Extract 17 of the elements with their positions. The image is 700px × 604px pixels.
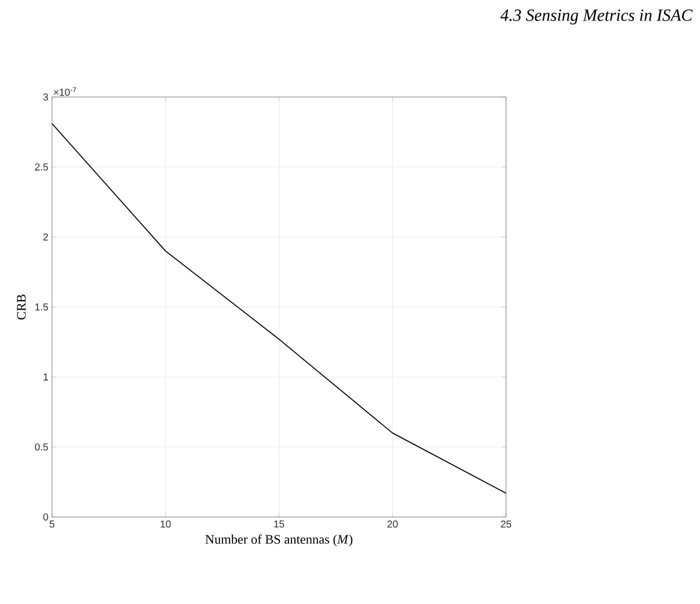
x-tick-label: 25	[500, 520, 512, 528]
y-tick-label: 2.5	[35, 163, 48, 171]
text: 4.3 Sensing Metrics in ISAC	[500, 10, 693, 24]
x-tick-label: 15	[274, 520, 284, 528]
x-tick-label: 20	[387, 520, 398, 528]
line-series	[52, 123, 506, 494]
y-axis-title: CRB	[16, 294, 26, 320]
y-tick-label: 1	[44, 374, 48, 380]
y-tick-label: 1.5	[35, 304, 48, 310]
text: ×10$^{-7}$	[54, 87, 76, 96]
y-tick-label: 3	[43, 93, 48, 101]
x-tick-label: 10	[160, 520, 171, 528]
x-tick-label: 5	[50, 520, 54, 528]
x-axis-title: Number of BS antennas (M)	[205, 534, 352, 546]
y-tick-label: 0.5	[34, 443, 48, 451]
y-tick-label: 2	[43, 234, 48, 240]
y-tick-label: 0	[43, 513, 48, 521]
